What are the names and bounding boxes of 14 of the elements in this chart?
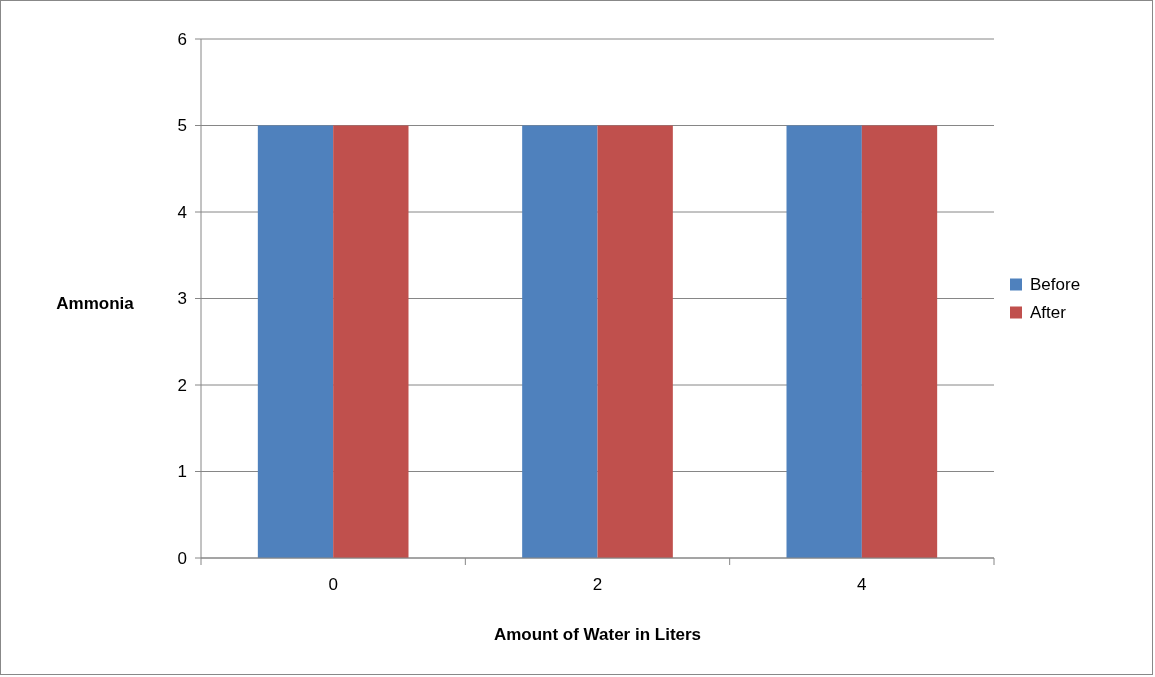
- x-axis-title: Amount of Water in Liters: [493, 625, 702, 644]
- y-tick-label: 6: [177, 29, 187, 49]
- legend-label: Before: [1030, 275, 1081, 295]
- y-axis-title: Ammonia: [56, 294, 135, 314]
- x-tick-label: 4: [857, 575, 867, 594]
- x-tick-label: 0: [328, 575, 338, 594]
- y-tick-label: 3: [177, 289, 187, 309]
- y-tick-label: 2: [177, 375, 187, 395]
- x-tick-label: 2: [592, 575, 603, 594]
- legend-label: After: [1030, 303, 1067, 323]
- y-tick-label: 5: [177, 116, 187, 136]
- y-tick-label: 4: [177, 202, 187, 222]
- y-tick-label: 0: [177, 548, 187, 568]
- y-tick-label: 1: [177, 462, 187, 482]
